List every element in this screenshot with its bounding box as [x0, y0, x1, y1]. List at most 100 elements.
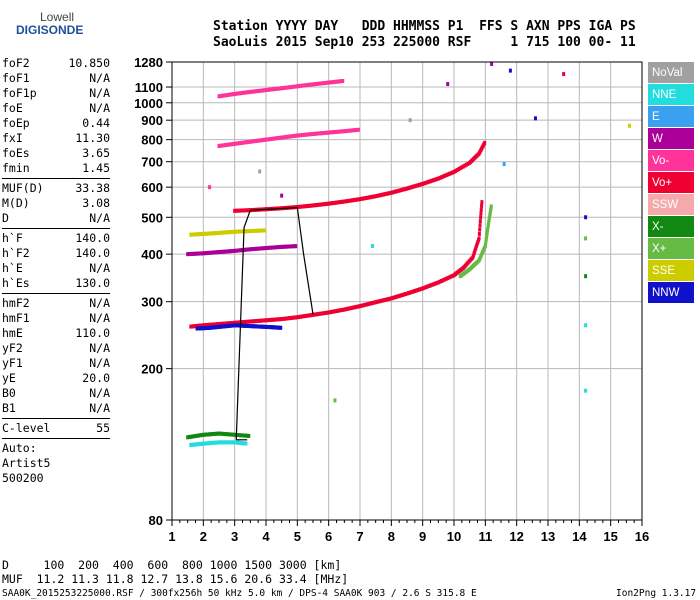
echo-point	[284, 134, 288, 139]
echo-point	[230, 249, 234, 254]
x-tick-label: 11	[478, 529, 492, 544]
echo-point	[306, 82, 310, 87]
echo-point	[209, 231, 213, 236]
echo-point	[313, 312, 317, 317]
echo-point	[283, 85, 287, 90]
echo-point	[239, 140, 243, 145]
echo-point	[198, 433, 202, 438]
echo-point	[338, 129, 342, 134]
echo-point	[324, 310, 328, 315]
echo-point	[212, 231, 216, 236]
echo-point	[190, 434, 194, 439]
echo-point	[245, 229, 249, 234]
echo-point	[375, 299, 379, 304]
echo-point	[328, 80, 332, 85]
x-tick-label: 8	[388, 529, 395, 544]
echo-point	[228, 321, 232, 326]
echo-point	[399, 293, 403, 298]
echo-trace-vo	[233, 140, 487, 213]
echo-point	[237, 91, 241, 96]
param-row: hmE 110.0	[2, 326, 110, 341]
echo-point	[250, 139, 254, 144]
echo-point	[247, 208, 251, 213]
echo-point	[204, 432, 208, 437]
echo-point	[484, 237, 488, 242]
echo-point	[350, 128, 354, 133]
echo-point	[208, 441, 212, 446]
echo-point	[278, 244, 282, 249]
echo-point	[298, 133, 302, 138]
echo-point	[320, 131, 324, 136]
echo-point	[484, 241, 488, 246]
echo-point	[436, 176, 440, 181]
echo-point	[327, 310, 331, 315]
echo-point	[192, 251, 196, 256]
echo-point	[262, 88, 266, 93]
echo-point	[298, 204, 302, 209]
echo-point	[331, 130, 335, 135]
echo-point	[367, 195, 371, 200]
legend-item: SSW	[648, 194, 694, 216]
echo-point	[463, 163, 467, 168]
scatter-point	[508, 68, 512, 73]
echo-point	[209, 441, 213, 446]
echo-point	[259, 228, 263, 233]
echo-point	[298, 314, 302, 319]
param-value: N/A	[89, 401, 110, 415]
echo-point	[269, 137, 273, 142]
echo-point	[272, 317, 276, 322]
echo-point	[302, 314, 306, 319]
echo-point	[478, 223, 482, 228]
echo-point	[245, 90, 249, 95]
echo-point	[195, 251, 199, 256]
x-tick-label: 15	[603, 529, 617, 544]
echo-point	[219, 431, 223, 436]
echo-point	[220, 431, 224, 436]
echo-point	[389, 190, 393, 195]
echo-point	[208, 250, 212, 255]
param-row: M(D) 3.08	[2, 196, 110, 211]
echo-point	[320, 81, 324, 86]
y-tick-label: 300	[141, 295, 163, 310]
echo-point	[303, 314, 307, 319]
echo-point	[230, 440, 234, 445]
echo-point	[291, 244, 295, 249]
echo-point	[288, 244, 291, 249]
echo-point	[305, 313, 309, 318]
param-value: N/A	[89, 211, 110, 225]
echo-point	[225, 321, 229, 326]
echo-point	[486, 224, 490, 229]
echo-point	[333, 130, 337, 135]
param-row: h`E N/A	[2, 261, 110, 276]
echo-point	[306, 203, 310, 208]
echo-point	[454, 168, 458, 173]
echo-point	[272, 87, 276, 92]
echo-point	[211, 231, 215, 236]
echo-point	[236, 141, 240, 146]
echo-point	[360, 196, 364, 201]
y-tick-label: 1000	[134, 96, 163, 111]
param-label: MUF(D)	[2, 181, 44, 195]
echo-point	[237, 433, 241, 438]
echo-point	[432, 178, 436, 183]
x-tick-label: 6	[325, 529, 332, 544]
echo-point	[403, 186, 407, 191]
echo-point	[237, 141, 241, 146]
echo-point	[273, 317, 277, 322]
param-label: D	[2, 211, 9, 225]
echo-point	[236, 320, 240, 325]
echo-point	[275, 245, 279, 250]
param-label: hmE	[2, 326, 23, 340]
echo-point	[281, 135, 285, 140]
echo-point	[414, 183, 418, 188]
echo-point	[264, 318, 268, 323]
param-value: 3.65	[82, 146, 110, 160]
echo-point	[241, 140, 244, 145]
echo-point	[371, 194, 375, 199]
echo-point	[438, 279, 442, 284]
echo-point	[267, 318, 271, 323]
legend-item: E	[648, 106, 694, 128]
echo-point	[305, 204, 309, 209]
scatter-point	[584, 274, 588, 279]
echo-point	[212, 440, 216, 445]
